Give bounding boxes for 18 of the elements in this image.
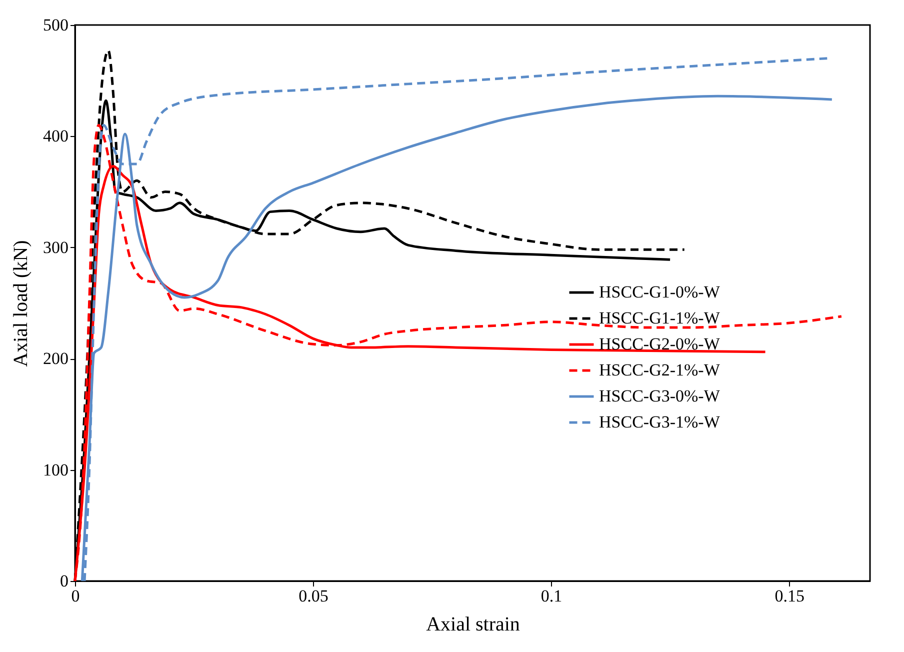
x-tick-label: 0.05	[298, 586, 328, 606]
legend-label: HSCC-G2-1%-W	[599, 360, 721, 380]
y-tick-label: 100	[43, 460, 68, 480]
y-tick-label: 400	[43, 126, 68, 146]
x-axis-title: Axial strain	[426, 614, 520, 636]
y-tick-label: 0	[60, 572, 68, 590]
legend-label: HSCC-G2-0%-W	[599, 334, 721, 354]
x-tick-label: 0.15	[774, 586, 804, 606]
y-tick-label: 200	[43, 349, 68, 368]
legend-label: HSCC-G1-0%-W	[599, 282, 721, 302]
y-tick-label: 500	[43, 16, 68, 34]
legend-label: HSCC-G3-0%-W	[599, 386, 721, 406]
x-tick-label: 0.1	[540, 586, 562, 606]
legend-label: HSCC-G3-1%-W	[599, 412, 721, 432]
y-axis-title: Axial load (kN)	[10, 240, 32, 367]
x-tick-label: 0	[71, 586, 80, 606]
legend-label: HSCC-G1-1%-W	[599, 308, 721, 328]
y-tick-label: 300	[43, 238, 68, 257]
